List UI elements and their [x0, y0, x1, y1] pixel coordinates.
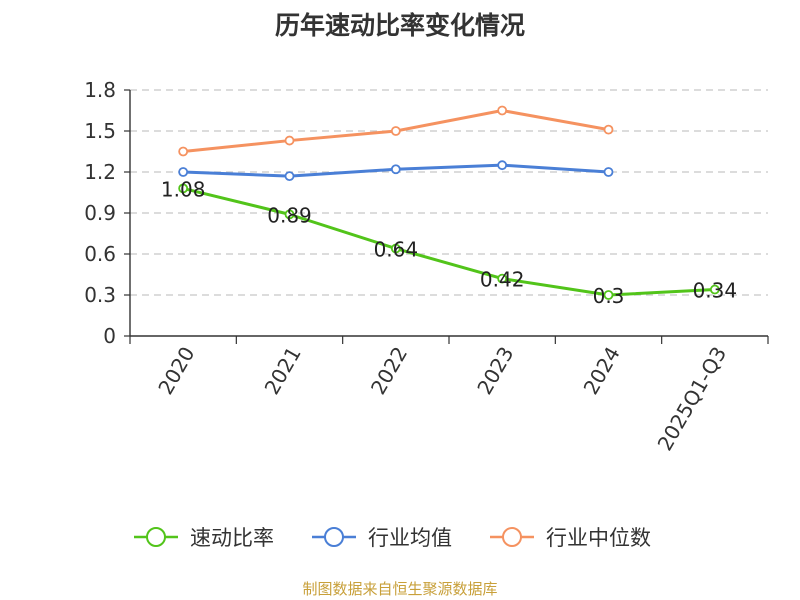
data-label-0: 1.08 — [161, 177, 206, 201]
series-2-point-1 — [284, 135, 295, 146]
series-0-point-2 — [390, 243, 401, 254]
y-tick-label-3: 0.9 — [84, 201, 116, 225]
series-1-point-3 — [497, 160, 508, 171]
legend-label-2: 行业中位数 — [546, 526, 651, 550]
x-tick-label-4: 2024 — [579, 343, 625, 399]
x-tick-label-2: 2022 — [366, 343, 412, 399]
series-1-point-1 — [284, 171, 295, 182]
legend-label-1: 行业均值 — [368, 526, 452, 550]
series-lines — [178, 105, 720, 300]
legend-label-0: 速动比率 — [190, 526, 274, 550]
data-labels: 1.08 0.89 0.64 0.42 0.3 0.34 — [161, 177, 737, 308]
series-1-point-4 — [603, 167, 614, 177]
source-note: 制图数据来自恒生聚源数据库 — [302, 580, 498, 598]
series-1-point-0 — [178, 167, 189, 177]
series-2-point-0 — [178, 146, 189, 157]
series-line-0 — [182, 186, 715, 297]
legend: 速动比率 行业均值 行业中位数 — [134, 526, 651, 550]
y-tick-label-0: 0 — [103, 324, 116, 348]
chart-title: 历年速动比率变化情况 — [274, 11, 525, 40]
y-tick-label-1: 0.3 — [84, 283, 116, 307]
series-2-point-2 — [390, 126, 401, 136]
legend-marker-0 — [146, 527, 166, 547]
data-label-1: 0.89 — [267, 203, 312, 227]
legend-marker-1 — [324, 527, 344, 547]
legend-marker-2 — [502, 527, 522, 547]
x-tick-label-3: 2023 — [472, 343, 518, 399]
data-label-5: 0.34 — [693, 279, 738, 303]
series-2-point-4 — [603, 124, 614, 135]
y-tick-label-6: 1.8 — [84, 78, 116, 102]
series-0-point-5 — [709, 284, 720, 295]
data-label-3: 0.42 — [480, 268, 525, 292]
x-tick-label-1: 2021 — [260, 343, 306, 399]
x-tick-label-5: 2025Q1-Q3 — [652, 343, 731, 455]
axes: 0 0.3 0.6 0.9 1.2 1.5 1.8 2020 2021 2022 2023 2024 2… — [84, 78, 769, 455]
data-label-4: 0.3 — [593, 284, 625, 308]
data-label-2: 0.64 — [374, 238, 419, 262]
series-0-point-4 — [603, 290, 614, 300]
series-2-point-3 — [497, 105, 508, 116]
series-0-point-0 — [178, 183, 189, 194]
series-1-point-2 — [390, 164, 401, 175]
series-0-point-1 — [284, 209, 295, 220]
y-tick-label-2: 0.6 — [84, 242, 116, 266]
y-tick-label-4: 1.2 — [84, 160, 116, 184]
y-tick-label-5: 1.5 — [84, 119, 116, 143]
grid-lines — [130, 89, 768, 296]
series-0-point-3 — [497, 273, 508, 284]
x-tick-label-0: 2020 — [153, 343, 199, 399]
